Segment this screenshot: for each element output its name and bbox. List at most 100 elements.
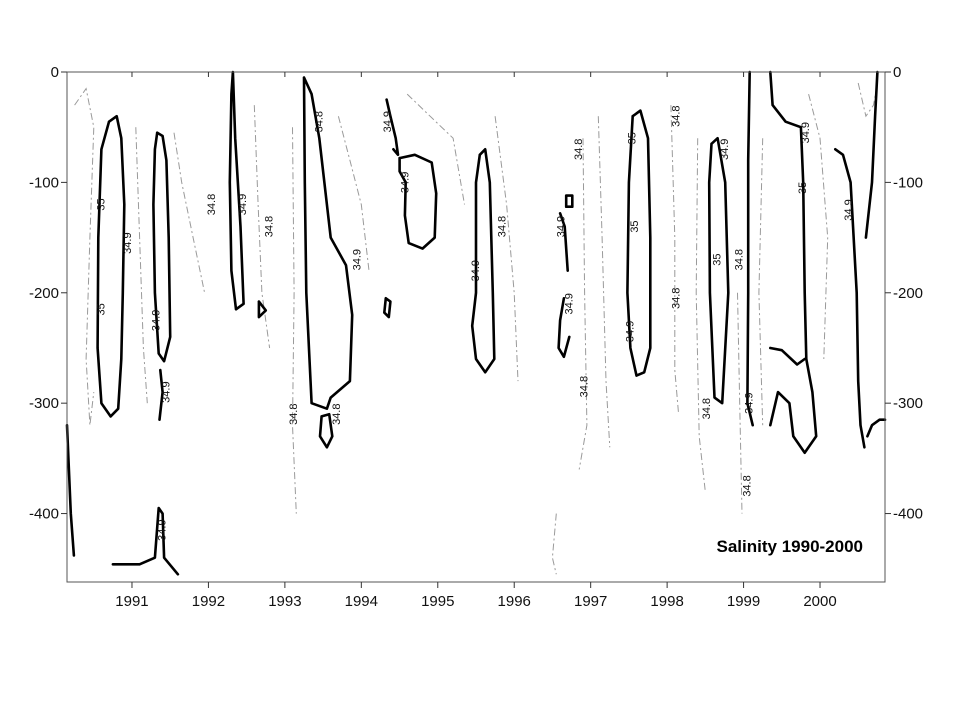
faint-contour-12 (737, 292, 743, 514)
bold-contour-16 (746, 70, 754, 427)
faint-contour-3 (253, 105, 271, 349)
bold-contour-22 (65, 423, 76, 557)
bold-contour-11 (564, 194, 574, 208)
y-tick-label-right-1: -100 (893, 174, 923, 191)
contour-label-31: 34.8 (741, 475, 753, 496)
contour-label-25: 34.8 (670, 288, 682, 309)
faint-contour-6 (406, 93, 465, 205)
contour-label-3: 34.9 (150, 310, 162, 331)
bold-contour-0 (96, 114, 126, 418)
contour-label-5: 34.9 (157, 519, 169, 540)
chart-title: Salinity 1990-2000 (717, 537, 863, 556)
contour-label-layer: 35 34.9 35 34.9 34.9 34.9 34.8 34.9 34.8 34.8 34.9… (95, 105, 855, 540)
bold-contour-13 (557, 297, 571, 359)
y-tick-label-left-0: 0 (51, 64, 59, 81)
faint-contour-7 (494, 116, 519, 382)
contour-label-15: 34.8 (497, 216, 509, 237)
y-tick-label-left-4: -400 (29, 506, 59, 523)
bold-contour-17 (769, 70, 818, 455)
x-tick-label-0: 1991 (115, 593, 148, 610)
bold-contour-21 (864, 70, 879, 239)
faint-contour-8 (578, 138, 588, 470)
bold-contour-18 (769, 346, 806, 366)
y-tick-label-right-0: 0 (893, 64, 901, 81)
contour-label-19: 34.9 (563, 293, 575, 314)
bold-contour-layer (65, 70, 887, 576)
contour-label-17: 34.8 (573, 139, 585, 160)
bold-contour-20 (866, 418, 887, 438)
faint-contour-2 (173, 132, 206, 293)
bold-contour-4 (257, 300, 268, 319)
faint-contour-0 (74, 87, 95, 426)
faint-contour-4 (291, 127, 297, 514)
contour-label-18: 34.9 (556, 216, 568, 237)
faint-contour-10 (670, 105, 680, 415)
contour-label-12: 34.8 (331, 403, 343, 424)
x-tick-label-6: 1997 (574, 593, 607, 610)
bold-contour-6 (318, 412, 334, 449)
bold-contour-10 (470, 148, 496, 374)
contour-label-30: 34.9 (744, 392, 756, 413)
bold-contour-15 (707, 136, 730, 405)
contour-label-14: 34.9 (400, 172, 412, 193)
contour-label-21: 35 (627, 132, 639, 144)
faint-contour-16 (551, 513, 557, 575)
y-tick-label-right-3: -300 (893, 395, 923, 412)
x-tick-label-4: 1995 (421, 593, 454, 610)
bold-contour-2 (158, 368, 164, 421)
y-tick-label-right-2: -200 (893, 285, 923, 302)
contour-label-22: 35 (629, 220, 641, 232)
y-tick-label-left-2: -200 (29, 285, 59, 302)
contour-label-16: 34.9 (470, 260, 482, 281)
contour-label-10: 34.9 (352, 249, 364, 270)
bold-contour-19 (834, 148, 866, 449)
bold-contour-8 (398, 153, 438, 250)
contour-label-23: 34.9 (624, 321, 636, 342)
faint-contour-layer (74, 82, 878, 575)
contour-label-7: 34.9 (237, 194, 249, 215)
contour-label-0: 35 (95, 198, 107, 210)
x-tick-label-3: 1994 (345, 593, 378, 610)
y-tick-label-left-1: -100 (29, 174, 59, 191)
bold-contour-9 (383, 297, 392, 319)
y-tick-label-right-4: -400 (893, 506, 923, 523)
contour-label-13: 34.9 (382, 111, 394, 132)
faint-contour-13 (758, 138, 764, 426)
contour-label-11: 34.8 (288, 403, 300, 424)
bold-contour-3 (228, 70, 245, 311)
axis-tick-layer: 1991 1992 1993 1994 1995 1996 1997 1998 1999 2000… (29, 64, 923, 610)
x-tick-label-2: 1993 (268, 593, 301, 610)
y-tick-label-left-3: -300 (29, 395, 59, 412)
x-tick-label-5: 1996 (498, 593, 531, 610)
contour-label-1: 34.9 (122, 232, 134, 253)
contour-label-27: 35 (712, 254, 724, 266)
faint-contour-11 (695, 138, 706, 492)
contour-label-8: 34.8 (264, 216, 276, 237)
contour-label-20: 34.8 (579, 376, 591, 397)
faint-contour-14 (808, 93, 829, 360)
bold-contour-5 (302, 76, 354, 410)
contour-label-28: 34.8 (734, 249, 746, 270)
faint-contour-1 (135, 127, 148, 404)
faint-contour-15 (857, 82, 878, 118)
contour-label-24: 34.8 (670, 105, 682, 126)
faint-contour-9 (597, 116, 611, 448)
x-tick-label-9: 2000 (803, 593, 836, 610)
x-tick-label-7: 1998 (650, 593, 683, 610)
bold-contour-14 (626, 109, 652, 377)
contour-label-32: 34.9 (800, 122, 812, 143)
x-tick-label-1: 1992 (192, 593, 225, 610)
contour-label-6: 34.8 (206, 194, 218, 215)
contour-label-34: 34.9 (843, 199, 855, 220)
contour-label-9: 34.8 (313, 111, 325, 132)
bold-contour-12 (558, 212, 569, 272)
contour-label-2: 35 (95, 303, 107, 315)
bold-contour-7 (385, 98, 400, 157)
plot-frame (66, 71, 886, 583)
bold-contour-23 (111, 506, 180, 576)
faint-contour-5 (337, 116, 370, 271)
contour-label-4: 34.9 (160, 381, 172, 402)
contour-label-29: 34.8 (701, 398, 713, 419)
x-tick-label-8: 1999 (727, 593, 760, 610)
